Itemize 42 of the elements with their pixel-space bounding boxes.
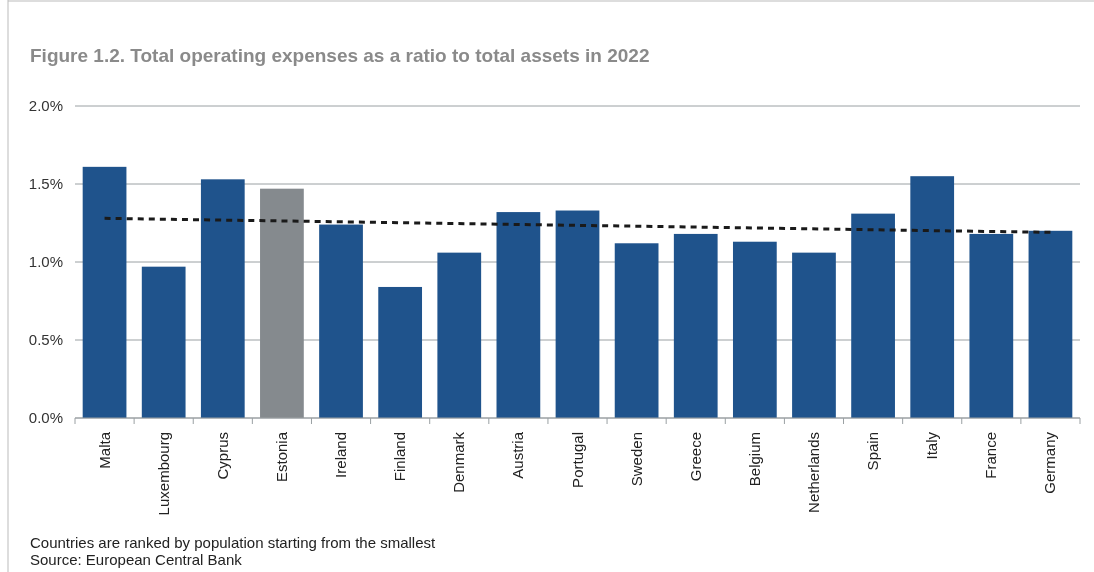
bar — [141, 266, 186, 418]
x-tick-label: Denmark — [450, 431, 468, 493]
bar — [910, 176, 955, 418]
bar — [555, 210, 600, 418]
x-tick-label: Spain — [864, 432, 882, 471]
x-tick-label: Germany — [1041, 431, 1059, 494]
x-tick-label: Sweden — [627, 432, 645, 487]
x-tick-label: Italy — [923, 431, 941, 460]
source-note: Source: European Central Bank — [30, 551, 243, 568]
x-tick-label: France — [982, 432, 1000, 479]
x-tick-label: Portugal — [568, 432, 586, 488]
chart-title: Figure 1.2. Total operating expenses as a ratio to total assets in 2022 — [30, 45, 650, 66]
y-tick-label: 0.0% — [28, 409, 63, 427]
bar — [319, 224, 363, 418]
bar — [614, 243, 659, 418]
x-tick-label: Austria — [509, 431, 527, 479]
bar — [969, 233, 1014, 418]
bar — [732, 241, 777, 418]
bar — [378, 286, 423, 418]
bar — [1028, 230, 1073, 418]
bar — [82, 166, 127, 418]
x-tick-label: Malta — [95, 431, 113, 469]
x-tick-label: Ireland — [332, 432, 350, 478]
y-tick-label: 2.0% — [28, 97, 63, 115]
bar — [260, 188, 304, 418]
bar — [437, 252, 482, 418]
text: Countries are ranked by population starting from the smallest — [30, 534, 437, 551]
x-tick-label: Belgium — [745, 432, 763, 487]
x-tick-label: Greece — [686, 432, 704, 482]
bar — [496, 212, 541, 418]
x-tick-label: Luxembourg — [154, 432, 172, 516]
bar — [200, 179, 245, 418]
bar — [673, 233, 718, 418]
x-tick-label: Finland — [391, 432, 409, 482]
y-tick-label: 1.5% — [28, 175, 63, 193]
y-tick-label: 0.5% — [28, 331, 63, 349]
bar — [851, 213, 895, 418]
x-tick-label: Netherlands — [804, 432, 822, 513]
x-tick-label: Estonia — [272, 431, 290, 483]
y-tick-label: 1.0% — [28, 253, 63, 271]
bar — [792, 252, 836, 418]
x-tick-label: Cyprus — [213, 432, 231, 480]
